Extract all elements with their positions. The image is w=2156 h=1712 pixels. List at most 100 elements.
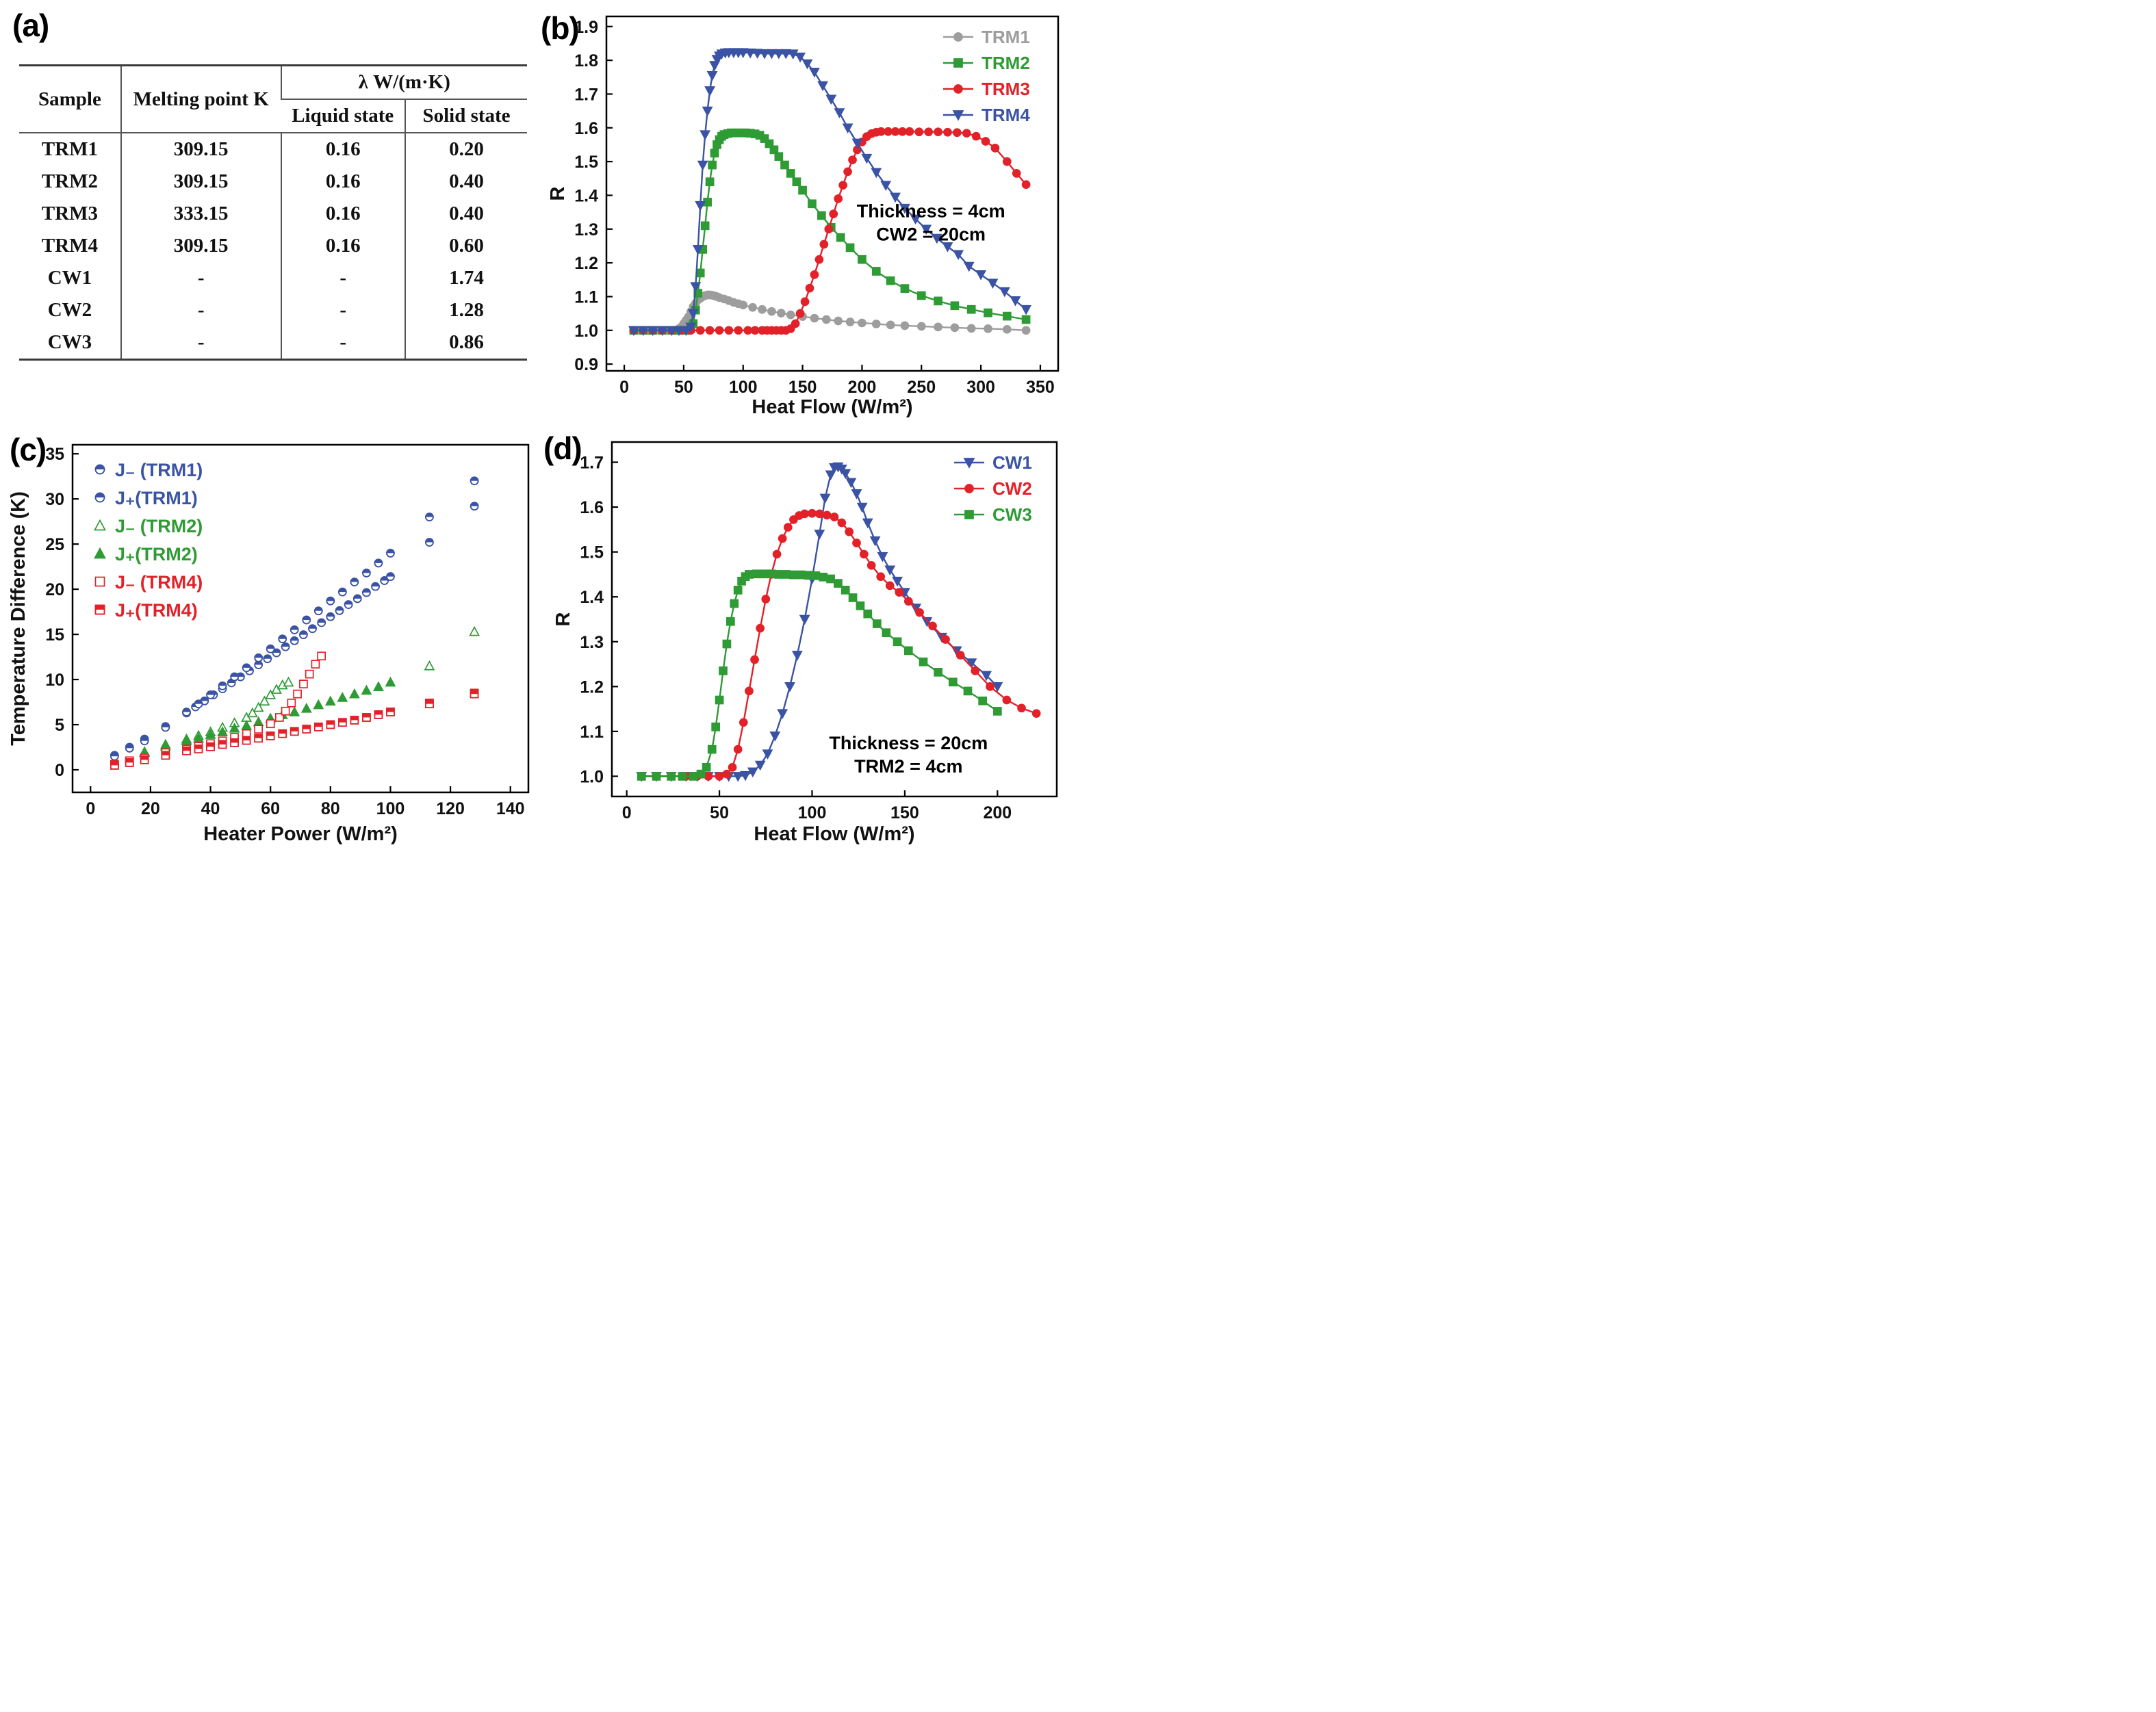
table-cell: CW3 (47, 331, 92, 353)
series-trm4 (628, 48, 1032, 337)
panel-c-label: (c) (10, 432, 47, 467)
x-tick-label: 40 (201, 799, 220, 818)
panel-a: (a) Sample Melting point K λ W/(m·K) Liq… (8, 5, 537, 423)
table-row: TRM3 333.15 0.16 0.40 (19, 198, 527, 230)
x-tick-label: 100 (798, 803, 827, 822)
series-j-trm4- (110, 689, 479, 770)
table-row: CW3- -0.86 (19, 326, 527, 360)
x-tick-label: 120 (436, 799, 465, 818)
axes: 0 50 100 150 200 1.0 1.1 1.2 1.3 1.4 1.5 1.6 1.7 Heat… (552, 441, 1058, 845)
table-cell: TRM4 (41, 235, 98, 257)
table-cell: 0.40 (405, 166, 527, 198)
series-j-trm2- (139, 625, 480, 756)
y-tick-label: 1.2 (574, 254, 598, 273)
table-row: TRM1 309.15 0.16 0.20 (19, 133, 527, 166)
x-tick-label: 50 (710, 803, 729, 822)
table-cell: 0.16 (280, 198, 406, 230)
x-tick-label: 0 (622, 803, 632, 822)
panel-b-label: (b) (541, 10, 580, 46)
figure-panels: (a) Sample Melting point K λ W/(m·K) Liq… (0, 0, 1078, 856)
table-cell: - (280, 294, 406, 326)
y-tick-label: 0.9 (574, 355, 598, 374)
y-tick-label: 1.6 (574, 119, 598, 138)
table-cell: 309.15 (120, 133, 281, 166)
x-axis-label: Heater Power (W/m²) (203, 823, 398, 845)
table-cell: 0.16 (280, 230, 406, 262)
legend-label: TRM3 (981, 79, 1030, 99)
legend-label: J₊(TRM1) (115, 488, 198, 508)
y-tick-label: 5 (55, 716, 64, 735)
table-cell: - (120, 326, 281, 360)
y-tick-label: 1.1 (580, 723, 604, 742)
legend-label: J₋ (TRM2) (115, 516, 203, 536)
chart-tempdiff-vs-heaterpower: 0 20 40 60 80 100 120 140 0 5 10 15 20 25 30 35 Heater P… (8, 443, 530, 845)
legend-label: TRM1 (981, 27, 1030, 47)
table-cell: 333.15 (120, 198, 281, 230)
panel-d: (d) 0 50 100 150 200 1.0 1.1 1.2 1.3 1.4 1.5 1.6 1.7… (542, 430, 1075, 853)
y-tick-label: 1.2 (580, 677, 604, 697)
y-tick-label: 1.3 (580, 633, 604, 652)
y-tick-label: 1.9 (574, 18, 598, 37)
legend-label: J₋ (TRM1) (115, 460, 203, 480)
table-cell: 0.40 (405, 198, 527, 230)
table-cell: - (280, 262, 406, 294)
axes: 0 20 40 60 80 100 120 140 0 5 10 15 20 25 30 35 Heater P… (8, 443, 530, 845)
x-axis-label: Heat Flow (W/m²) (752, 396, 912, 418)
legend-label: TRM4 (981, 105, 1030, 125)
table-header-solid-state: Solid state (405, 99, 527, 133)
y-tick-label: 35 (45, 445, 64, 464)
y-tick-label: 10 (45, 671, 64, 690)
table-header-liquid-state: Liquid state (281, 99, 406, 133)
table-row: CW2- -1.28 (19, 294, 527, 326)
x-tick-label: 0 (86, 799, 95, 818)
series-cw3 (637, 569, 1002, 781)
x-tick-label: 300 (966, 378, 995, 397)
legend-label: CW2 (992, 478, 1032, 499)
x-tick-label: 20 (141, 799, 160, 818)
y-tick-label: 1.8 (574, 51, 598, 70)
table-cell: 1.28 (405, 294, 527, 326)
table-cell: 0.86 (405, 326, 527, 360)
y-tick-label: 20 (45, 580, 64, 599)
table-cell: - (280, 326, 406, 360)
panel-a-label: (a) (12, 8, 49, 43)
legend: CW1 CW2 CW3 (954, 452, 1032, 525)
series-trm3 (629, 127, 1031, 335)
x-tick-label: 80 (321, 799, 340, 818)
legend: TRM1 TRM2 TRM3 TRM4 (943, 27, 1030, 125)
legend-label: CW3 (992, 504, 1032, 525)
x-tick-label: 140 (496, 799, 525, 818)
x-tick-label: 150 (890, 803, 919, 822)
panel-d-label: (d) (543, 430, 582, 466)
legend-label: J₊(TRM4) (115, 600, 198, 621)
svg-text:Thickness = 20cm: Thickness = 20cm (829, 733, 988, 753)
chart-r-vs-heatflow-trm: 0 50 100 150 200 250 300 350 0.9 1.0 1.1 1.2 1.3 1.4 1… (547, 15, 1060, 418)
table-cell: - (120, 262, 281, 294)
y-axis-label: Temperature Difference (K) (8, 491, 29, 746)
table-cell: 309.15 (120, 230, 281, 262)
legend: J₋ (TRM1) J₊(TRM1) J₋ (TRM2) J₊(TRM2) J₋ (TR… (94, 460, 203, 621)
table-header-sample: Sample (19, 65, 121, 133)
axes: 0 50 100 150 200 250 300 350 0.9 1.0 1.1 1.2 1.3 1.4 1… (547, 15, 1060, 418)
table-cell: 309.15 (120, 166, 281, 198)
y-tick-label: 30 (45, 490, 64, 509)
y-tick-label: 1.0 (574, 322, 598, 341)
y-tick-label: 1.5 (574, 153, 598, 172)
table-header-lambda: λ W/(m·K) (280, 65, 527, 100)
svg-text:Thickness = 4cm: Thickness = 4cm (857, 201, 1005, 222)
y-tick-label: 1.7 (580, 454, 604, 473)
y-tick-label: 1.0 (580, 767, 604, 786)
x-tick-label: 350 (1026, 378, 1055, 397)
y-tick-label: 0 (55, 761, 64, 780)
x-tick-label: 100 (376, 799, 405, 818)
legend-label: J₊(TRM2) (115, 544, 198, 565)
x-tick-label: 250 (907, 378, 936, 397)
table-cell: TRM1 (41, 138, 98, 160)
table-cell: 0.60 (405, 230, 527, 262)
x-tick-label: 0 (619, 378, 629, 397)
legend-label: J₋ (TRM4) (115, 572, 203, 593)
annotation: Thickness = 20cm TRM2 = 4cm (829, 733, 988, 777)
y-tick-label: 15 (45, 625, 64, 645)
y-tick-label: 1.7 (574, 85, 598, 104)
panel-b: (b) 0 50 100 150 200 250 300 350 0.9 1.0 1.1 1.2 1.3… (539, 5, 1075, 424)
